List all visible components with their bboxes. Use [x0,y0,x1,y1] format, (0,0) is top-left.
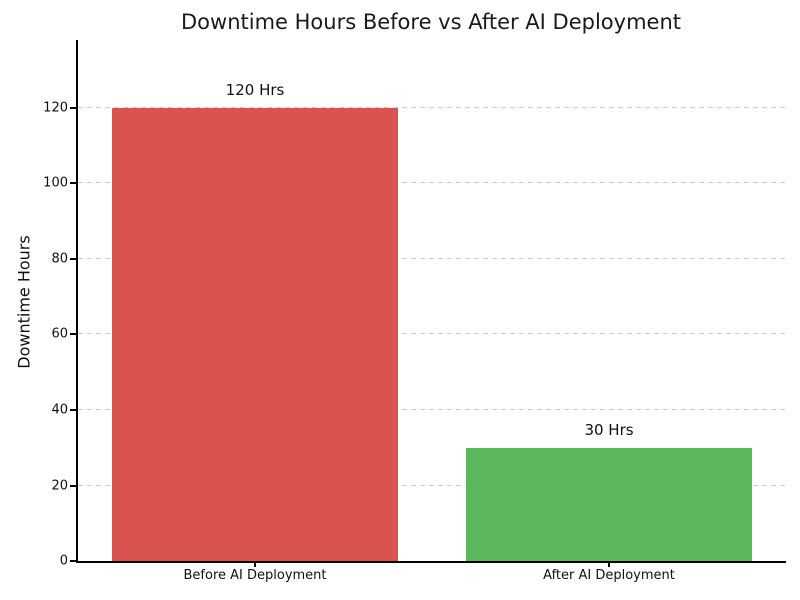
y-tick-mark [70,257,76,260]
y-tick-label: 100 [43,175,68,191]
bar [465,447,753,561]
gridline [78,484,786,486]
gridline [78,106,786,108]
y-tick-label: 20 [51,478,68,493]
y-tick-mark [70,106,76,109]
gridline [78,333,786,335]
y-tick-label: 120 [43,100,68,116]
gridline [78,257,786,259]
y-tick-mark [70,560,76,562]
plot-area: 0 20 40 60 80 100 120 120 Hrs Before AI Deployme… [43,40,786,583]
y-tick-mark [70,409,76,411]
y-tick-label: 60 [51,326,68,342]
bar-value-label: 30 Hrs [584,420,634,439]
gridline [78,182,786,184]
gridline [78,409,786,410]
y-tick-label: 40 [51,402,68,418]
y-tick-mark [70,182,76,185]
y-tick-label: 0 [59,553,68,569]
x-tick-mark [254,563,256,567]
y-tick-mark [70,333,76,336]
y-tick-label: 80 [51,251,68,267]
bar-value-label: 120 Hrs [225,80,285,99]
x-tick-label: Before AI Deployment [183,568,327,583]
y-tick-mark [70,484,76,487]
chart-title: Downtime Hours Before vs After AI Deploy… [181,10,681,34]
x-tick-mark [608,563,610,567]
bar [111,107,399,561]
y-axis-label: Downtime Hours [14,235,34,369]
x-tick-label: After AI Deployment [543,568,675,583]
